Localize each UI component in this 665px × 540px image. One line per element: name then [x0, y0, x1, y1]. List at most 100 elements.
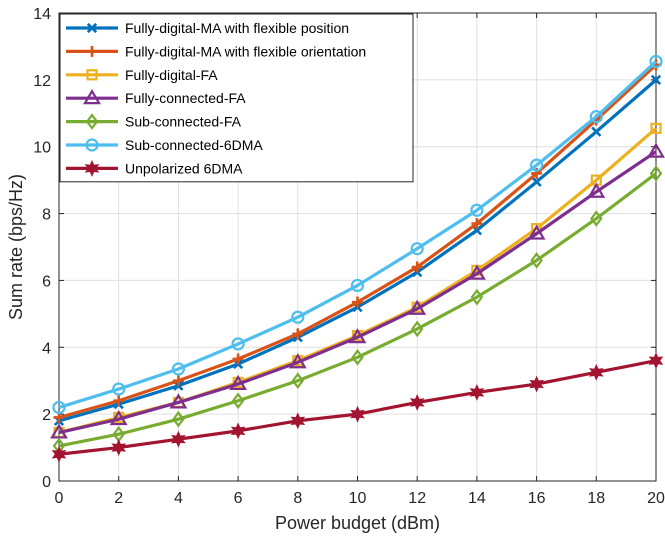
data-point [290, 412, 306, 430]
data-point [51, 445, 67, 463]
data-point [350, 405, 365, 423]
data-point [531, 176, 542, 187]
legend-marker [83, 89, 101, 105]
legend-marker [84, 159, 100, 177]
y-tick-label: 6 [42, 273, 51, 290]
data-point [647, 142, 665, 158]
data-point [52, 400, 66, 415]
x-tick-label: 20 [647, 490, 665, 507]
legend-item: Unpolarized 6DMA [66, 159, 243, 177]
data-point [229, 374, 248, 391]
legend-label: Fully-digital-MA with flexible position [125, 20, 349, 36]
data-point [530, 252, 543, 269]
series-sub-connected-fa [52, 165, 663, 455]
data-point [172, 410, 185, 428]
data-point [591, 126, 602, 137]
data-point [351, 348, 364, 366]
data-point [50, 423, 68, 439]
legend-item: Sub-connected-6DMA [66, 137, 263, 153]
legend-marker [86, 45, 98, 57]
x-tick-label: 8 [293, 490, 302, 507]
legend-item: Fully-digital-FA [66, 67, 218, 83]
legend-label: Sub-connected-6DMA [125, 137, 263, 153]
y-tick-label: 2 [42, 407, 51, 424]
series-sub-connected-6dma [52, 54, 663, 415]
legend-item: Sub-connected-FA [66, 113, 242, 130]
legend-label: Sub-connected-FA [125, 114, 242, 130]
legend-item: Fully-digital-MA with flexible position [66, 20, 349, 36]
x-tick-label: 6 [234, 490, 243, 507]
data-point [352, 296, 363, 308]
data-point [348, 328, 367, 344]
y-axis-label: Sum rate (bps/Hz) [6, 174, 26, 320]
x-tick-label: 18 [587, 490, 605, 507]
x-tick-label: 16 [528, 490, 546, 507]
data-point [112, 382, 126, 396]
data-point [232, 353, 244, 365]
data-point [113, 395, 125, 407]
y-tick-label: 10 [33, 140, 51, 157]
legend: Fully-digital-MA with flexible position F… [59, 13, 414, 183]
data-point [649, 165, 663, 182]
data-point [527, 224, 546, 240]
x-tick-label: 4 [174, 490, 183, 507]
legend-label: Unpolarized 6DMA [125, 160, 243, 176]
data-point [467, 264, 486, 280]
y-tick-label: 0 [42, 474, 51, 491]
data-point [169, 393, 188, 409]
data-point [291, 372, 305, 390]
legend-marker [86, 69, 98, 81]
data-point [529, 158, 544, 172]
series-line [58, 172, 657, 448]
series-unpolarized-6dma [51, 352, 664, 463]
series-line [58, 150, 657, 435]
data-point [230, 422, 246, 440]
data-point [470, 203, 484, 217]
data-point [231, 337, 245, 351]
data-point [109, 409, 128, 426]
data-point [410, 320, 424, 338]
x-tick-label: 12 [408, 490, 426, 507]
data-point [291, 310, 305, 324]
data-point [292, 328, 304, 340]
y-tick-label: 12 [33, 73, 51, 90]
data-point [350, 278, 365, 293]
series-fully-connected-fa [50, 142, 665, 439]
data-point [410, 242, 424, 256]
legend-marker [86, 22, 98, 34]
axis-ticks: 0 2 4 6 8 10 12 14 16 18 20 0 2 4 6 8 10 12 14 [33, 6, 665, 507]
data-point [288, 353, 307, 369]
y-tick-label: 4 [42, 340, 51, 357]
legend-item: Fully-digital-MA with flexible orientati… [66, 43, 366, 59]
data-point [587, 182, 606, 198]
data-point [648, 352, 664, 370]
y-tick-label: 8 [42, 207, 51, 224]
data-point [411, 261, 423, 273]
legend-marker [85, 113, 99, 130]
data-point [588, 363, 604, 381]
legend-label: Fully-connected-FA [125, 90, 246, 106]
data-point [171, 362, 185, 376]
series-line [58, 60, 658, 409]
data-point [471, 218, 483, 230]
data-point [589, 110, 603, 124]
legend-item: Fully-connected-FA [66, 89, 246, 106]
data-point [650, 122, 662, 134]
x-axis-label: Power budget (dBm) [275, 513, 440, 533]
data-point [409, 393, 425, 411]
data-point [649, 54, 663, 69]
data-point [111, 439, 127, 457]
data-point [231, 392, 245, 410]
data-point [469, 383, 485, 401]
legend-marker [85, 138, 99, 152]
x-tick-label: 10 [349, 490, 367, 507]
data-point [408, 299, 427, 315]
legend-box [59, 13, 414, 183]
legend-label: Fully-digital-FA [125, 67, 218, 83]
y-tick-label: 14 [33, 6, 51, 23]
series-group [50, 54, 665, 463]
data-point [171, 430, 186, 448]
data-point [470, 288, 484, 306]
x-tick-label: 14 [468, 490, 486, 507]
